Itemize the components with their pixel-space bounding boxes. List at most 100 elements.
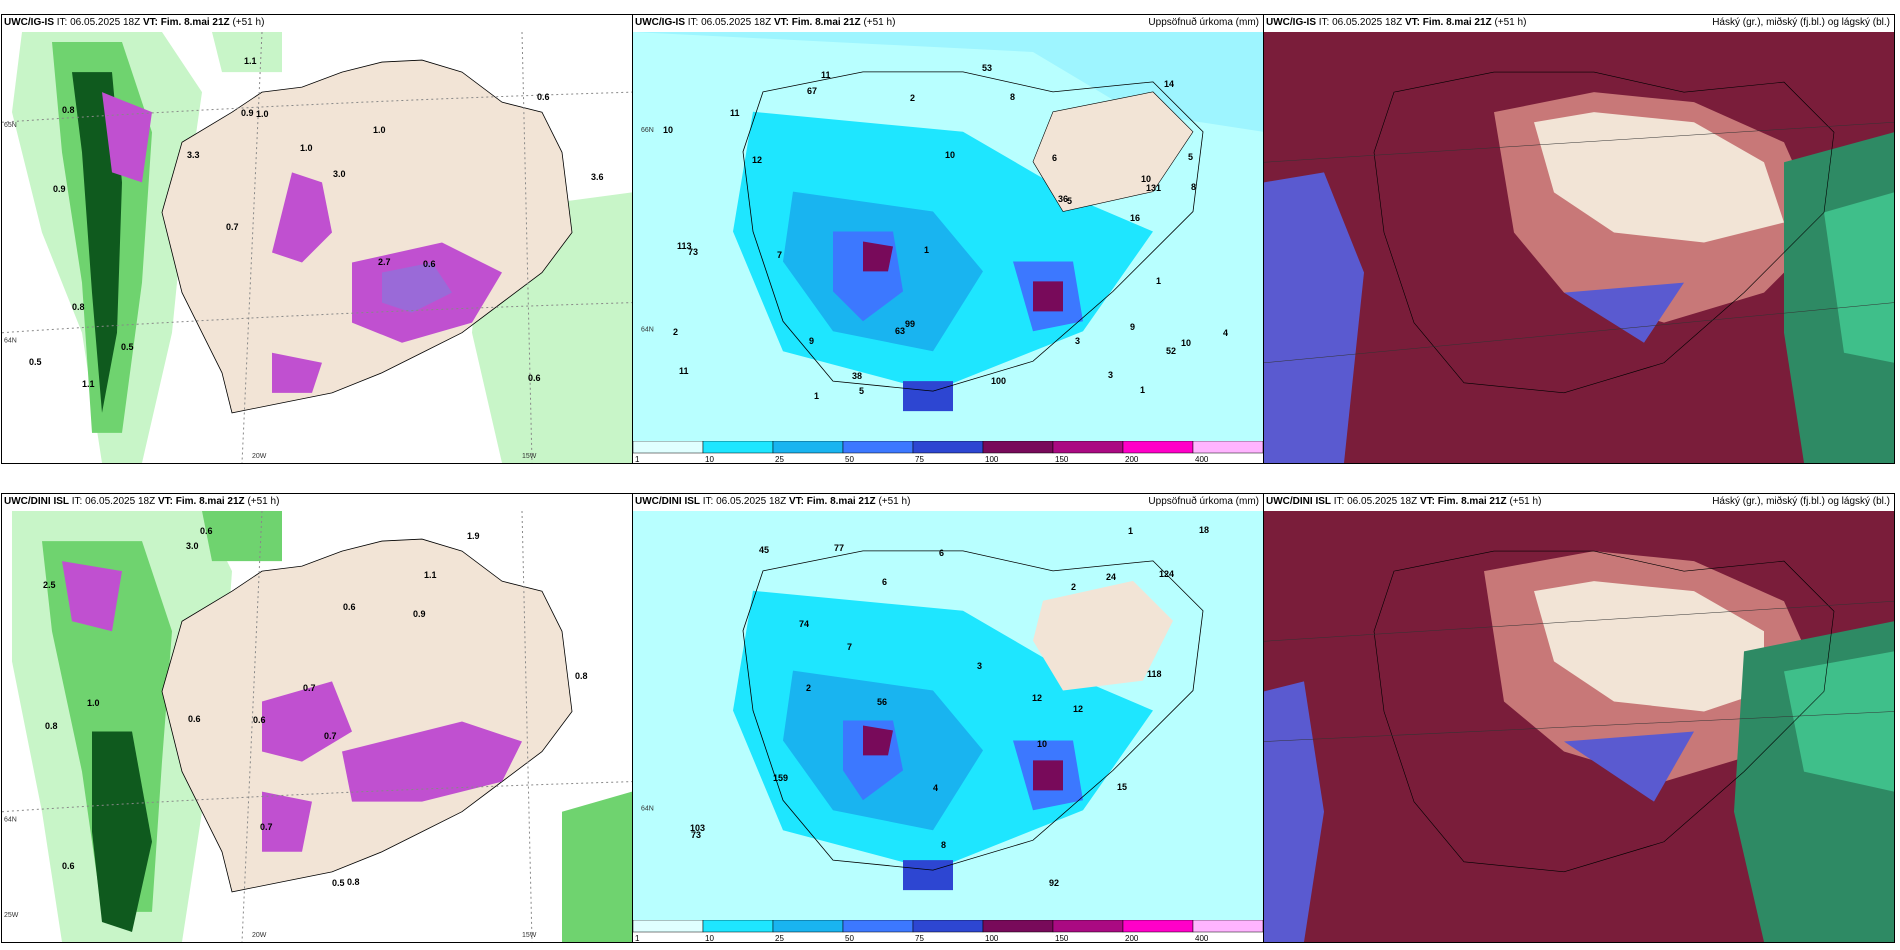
axis-label: 64N xyxy=(4,817,17,824)
colorbar-tick: 75 xyxy=(915,455,924,463)
panel-header: UWC/IG-IS IT: 06.05.2025 18Z VT: Fim. 8.… xyxy=(1266,17,1527,28)
value-label: 2.5 xyxy=(43,580,56,590)
axis-label: 64N xyxy=(641,805,654,812)
value-label: 5 xyxy=(859,386,865,396)
value-label: 1 xyxy=(814,391,820,401)
value-label: 1.0 xyxy=(300,143,313,153)
value-label: 73 xyxy=(691,830,702,840)
value-label: 2 xyxy=(1071,582,1077,592)
colorbar-swatch xyxy=(633,441,704,454)
value-label: 0.9 xyxy=(241,108,254,118)
colorbar-tick: 200 xyxy=(1125,934,1139,942)
value-label: 0.8 xyxy=(45,721,58,731)
value-label: 45 xyxy=(759,545,770,555)
value-label: 159 xyxy=(773,773,789,783)
value-label: 3.0 xyxy=(186,541,199,551)
value-label: 99 xyxy=(905,319,916,329)
value-label: 8 xyxy=(1191,182,1197,192)
value-label: 1.1 xyxy=(424,570,437,580)
value-label: 10 xyxy=(663,125,674,135)
colorbar-swatch xyxy=(982,441,1054,454)
colorbar-swatch xyxy=(912,441,984,454)
value-label: 2 xyxy=(910,93,916,103)
value-label: 63 xyxy=(895,326,906,336)
value-label: 0.8 xyxy=(347,877,360,887)
colorbar-tick: 150 xyxy=(1055,455,1069,463)
colorbar-swatch xyxy=(1052,920,1124,933)
value-label: 113 xyxy=(677,241,692,251)
panel-header: UWC/DINI ISL IT: 06.05.2025 18Z VT: Fim.… xyxy=(4,496,280,507)
axis-label: 20W xyxy=(252,453,267,460)
colorbar-swatch xyxy=(982,920,1054,933)
colorbar-swatch xyxy=(702,441,774,454)
colorbar-swatch xyxy=(1122,441,1194,454)
value-label: 6 xyxy=(939,548,945,558)
panel-header: UWC/DINI ISL IT: 06.05.2025 18Z VT: Fim.… xyxy=(1266,496,1542,507)
value-label: 10 xyxy=(1141,174,1152,184)
colorbar: 1 10 25 50 75 100 150 200 400 xyxy=(633,920,1263,942)
value-label: 3.3 xyxy=(187,150,200,160)
value-label: 11 xyxy=(679,366,689,376)
value-label: 8 xyxy=(941,840,947,850)
value-label: 12 xyxy=(1073,704,1084,714)
wind-precip-panel-bottom: UWC/DINI ISL IT: 06.05.2025 18Z VT: Fim.… xyxy=(1,493,633,943)
colorbar-swatch xyxy=(842,920,914,933)
value-label: 9 xyxy=(809,336,815,346)
colorbar-tick: 100 xyxy=(985,455,999,463)
value-label: 3.6 xyxy=(591,172,604,182)
colorbar: 1 10 25 50 75 100 150 200 400 xyxy=(633,441,1263,463)
colorbar-tick: 50 xyxy=(845,934,854,942)
value-label: 3 xyxy=(977,661,983,671)
value-label: 15 xyxy=(1117,782,1128,792)
precip-panel-top: UWC/IG-IS IT: 06.05.2025 18Z VT: Fim. 8.… xyxy=(632,14,1264,464)
value-label: 131 xyxy=(1146,183,1162,193)
colorbar-tick: 400 xyxy=(1195,934,1209,942)
precip-map: 66N 64N 9 5 10 10 11 11 10 9 14 12 8 10 16 5 2 11 52 67 99… xyxy=(633,32,1263,441)
axis-label: 66N xyxy=(641,127,654,134)
precip-map: 64N 8 7 12 12 24 15 18 10 6 4 77 73 92 103 118 124 74 45 5… xyxy=(633,511,1263,920)
value-label: 38 xyxy=(852,371,863,381)
panel-title: Uppsöfnuð úrkoma (mm) xyxy=(1148,17,1259,28)
value-label: 6 xyxy=(1052,153,1058,163)
value-label: 1 xyxy=(1128,526,1134,536)
value-label: 124 xyxy=(1159,569,1175,579)
colorbar-tick: 150 xyxy=(1055,934,1069,942)
value-label: 1.1 xyxy=(82,379,95,389)
colorbar-tick: 10 xyxy=(705,455,714,463)
value-label: 0.6 xyxy=(537,92,550,102)
value-label: 0.7 xyxy=(226,222,239,232)
value-label: 2.7 xyxy=(378,257,391,267)
value-label: 67 xyxy=(807,86,818,96)
colorbar-swatch xyxy=(912,920,984,933)
value-label: 4 xyxy=(933,783,939,793)
panel-header: UWC/DINI ISL IT: 06.05.2025 18Z VT: Fim.… xyxy=(635,496,911,507)
value-label: 52 xyxy=(1166,346,1177,356)
colorbar-swatch xyxy=(633,920,704,933)
colorbar-tick: 400 xyxy=(1195,455,1209,463)
panel-title: Háský (gr.), miðský (fj.bl.) og lágský (… xyxy=(1712,496,1890,507)
value-label: 103 xyxy=(690,823,706,833)
value-label: 16 xyxy=(1130,213,1141,223)
panel-title: Háský (gr.), miðský (fj.bl.) og lágský (… xyxy=(1712,17,1890,28)
axis-label: 15W xyxy=(522,932,537,939)
value-label: 3.0 xyxy=(333,169,346,179)
value-label: 0.7 xyxy=(260,822,273,832)
colorbar-swatch xyxy=(702,920,774,933)
cloud-panel-top: UWC/IG-IS IT: 06.05.2025 18Z VT: Fim. 8.… xyxy=(1263,14,1895,464)
value-label: 7 xyxy=(777,250,783,260)
value-label: 2 xyxy=(806,683,812,693)
colorbar-swatch xyxy=(1052,441,1124,454)
colorbar-swatch xyxy=(1122,920,1194,933)
axis-label: 64N xyxy=(641,326,654,333)
axis-label: 65N xyxy=(4,122,17,129)
axis-label: 15W xyxy=(522,453,537,460)
value-label: 0.6 xyxy=(343,602,356,612)
colorbar-tick: 1 xyxy=(635,934,640,942)
value-label: 0.9 xyxy=(53,184,66,194)
value-label: 53 xyxy=(982,63,993,73)
wind-precip-panel-top: UWC/IG-IS IT: 06.05.2025 18Z VT: Fim. 8.… xyxy=(1,14,633,464)
value-label: 1 xyxy=(1156,276,1162,286)
value-label: 8 xyxy=(1010,92,1016,102)
value-label: 0.9 xyxy=(413,609,426,619)
precip-panel-bottom: UWC/DINI ISL IT: 06.05.2025 18Z VT: Fim.… xyxy=(632,493,1264,943)
